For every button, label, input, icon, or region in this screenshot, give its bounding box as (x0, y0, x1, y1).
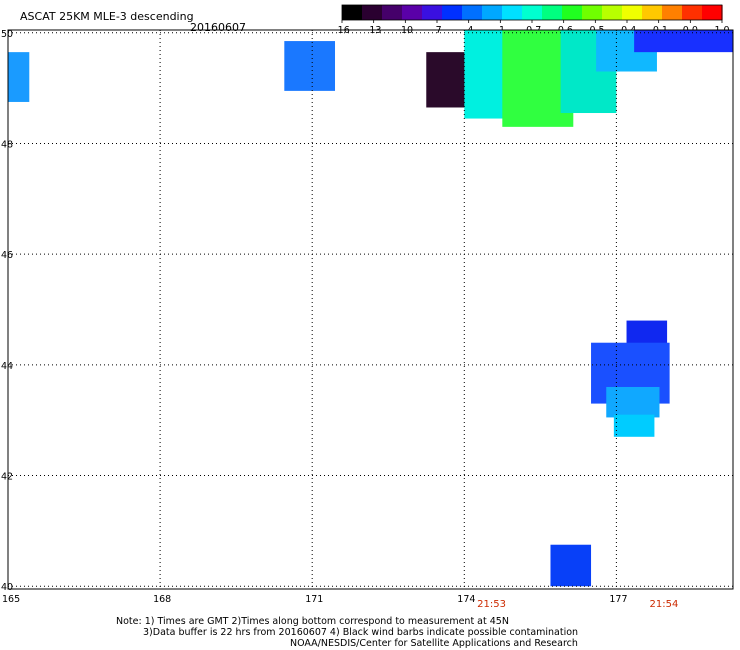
swath-171 (284, 41, 336, 91)
page-title: ASCAT 25KM MLE-3 descending (20, 10, 194, 23)
swath-northeast-blue (634, 30, 733, 53)
colorbar-segment (682, 5, 703, 20)
note-line-3: NOAA/NESDIS/Center for Satellite Applica… (290, 638, 578, 649)
colorbar-segment (702, 5, 723, 20)
swath-east-cyan (613, 414, 655, 437)
lon-tick-label: 165 (2, 594, 20, 605)
lon-tick-label: 168 (153, 594, 171, 605)
colorbar-segment (362, 5, 383, 20)
swath-south-blue (550, 544, 592, 587)
colorbar-segment (602, 5, 623, 20)
wind-swaths (8, 30, 733, 587)
time-label: 21:54 (649, 599, 679, 610)
lat-tick-label: 42 (1, 472, 13, 483)
lon-tick-label: 177 (609, 594, 627, 605)
tick-labels: 165 168 171 174 177 40 42 44 46 48 50 (1, 29, 628, 605)
lat-tick-label: 48 (1, 139, 13, 150)
colorbar-segment (522, 5, 543, 20)
colorbar-segment (422, 5, 443, 20)
colorbar-segment (622, 5, 643, 20)
date-label: 20160607 (190, 21, 246, 34)
note-line-1: Note: 1) Times are GMT 2)Times along bot… (116, 616, 509, 627)
lon-tick-label: 174 (457, 594, 475, 605)
swath-west-edge (8, 52, 30, 102)
colorbar-segment (382, 5, 403, 20)
colorbar-segment (482, 5, 503, 20)
colorbar-segment (582, 5, 603, 20)
colorbar-segment (442, 5, 463, 20)
colorbar-segment (662, 5, 683, 20)
colorbar-segment (562, 5, 583, 20)
time-label: 21:53 (477, 599, 506, 610)
lat-tick-label: 46 (1, 250, 13, 261)
lon-tick-label: 171 (305, 594, 323, 605)
note-line-2: 3)Data buffer is 22 hrs from 20160607 4)… (143, 627, 579, 638)
colorbar-segment (502, 5, 523, 20)
colorbar-segment (402, 5, 423, 20)
swath-east-lightblue (606, 386, 660, 418)
map-frame (7, 29, 734, 590)
lat-tick-label: 44 (1, 361, 13, 372)
lat-tick-label: 50 (1, 29, 13, 40)
map-grid (7, 30, 733, 589)
colorbar-segment (462, 5, 483, 20)
lat-tick-label: 40 (1, 582, 13, 593)
colorbar-segment (542, 5, 563, 20)
colorbar-segment (642, 5, 663, 20)
colorbar-segment (342, 5, 363, 20)
